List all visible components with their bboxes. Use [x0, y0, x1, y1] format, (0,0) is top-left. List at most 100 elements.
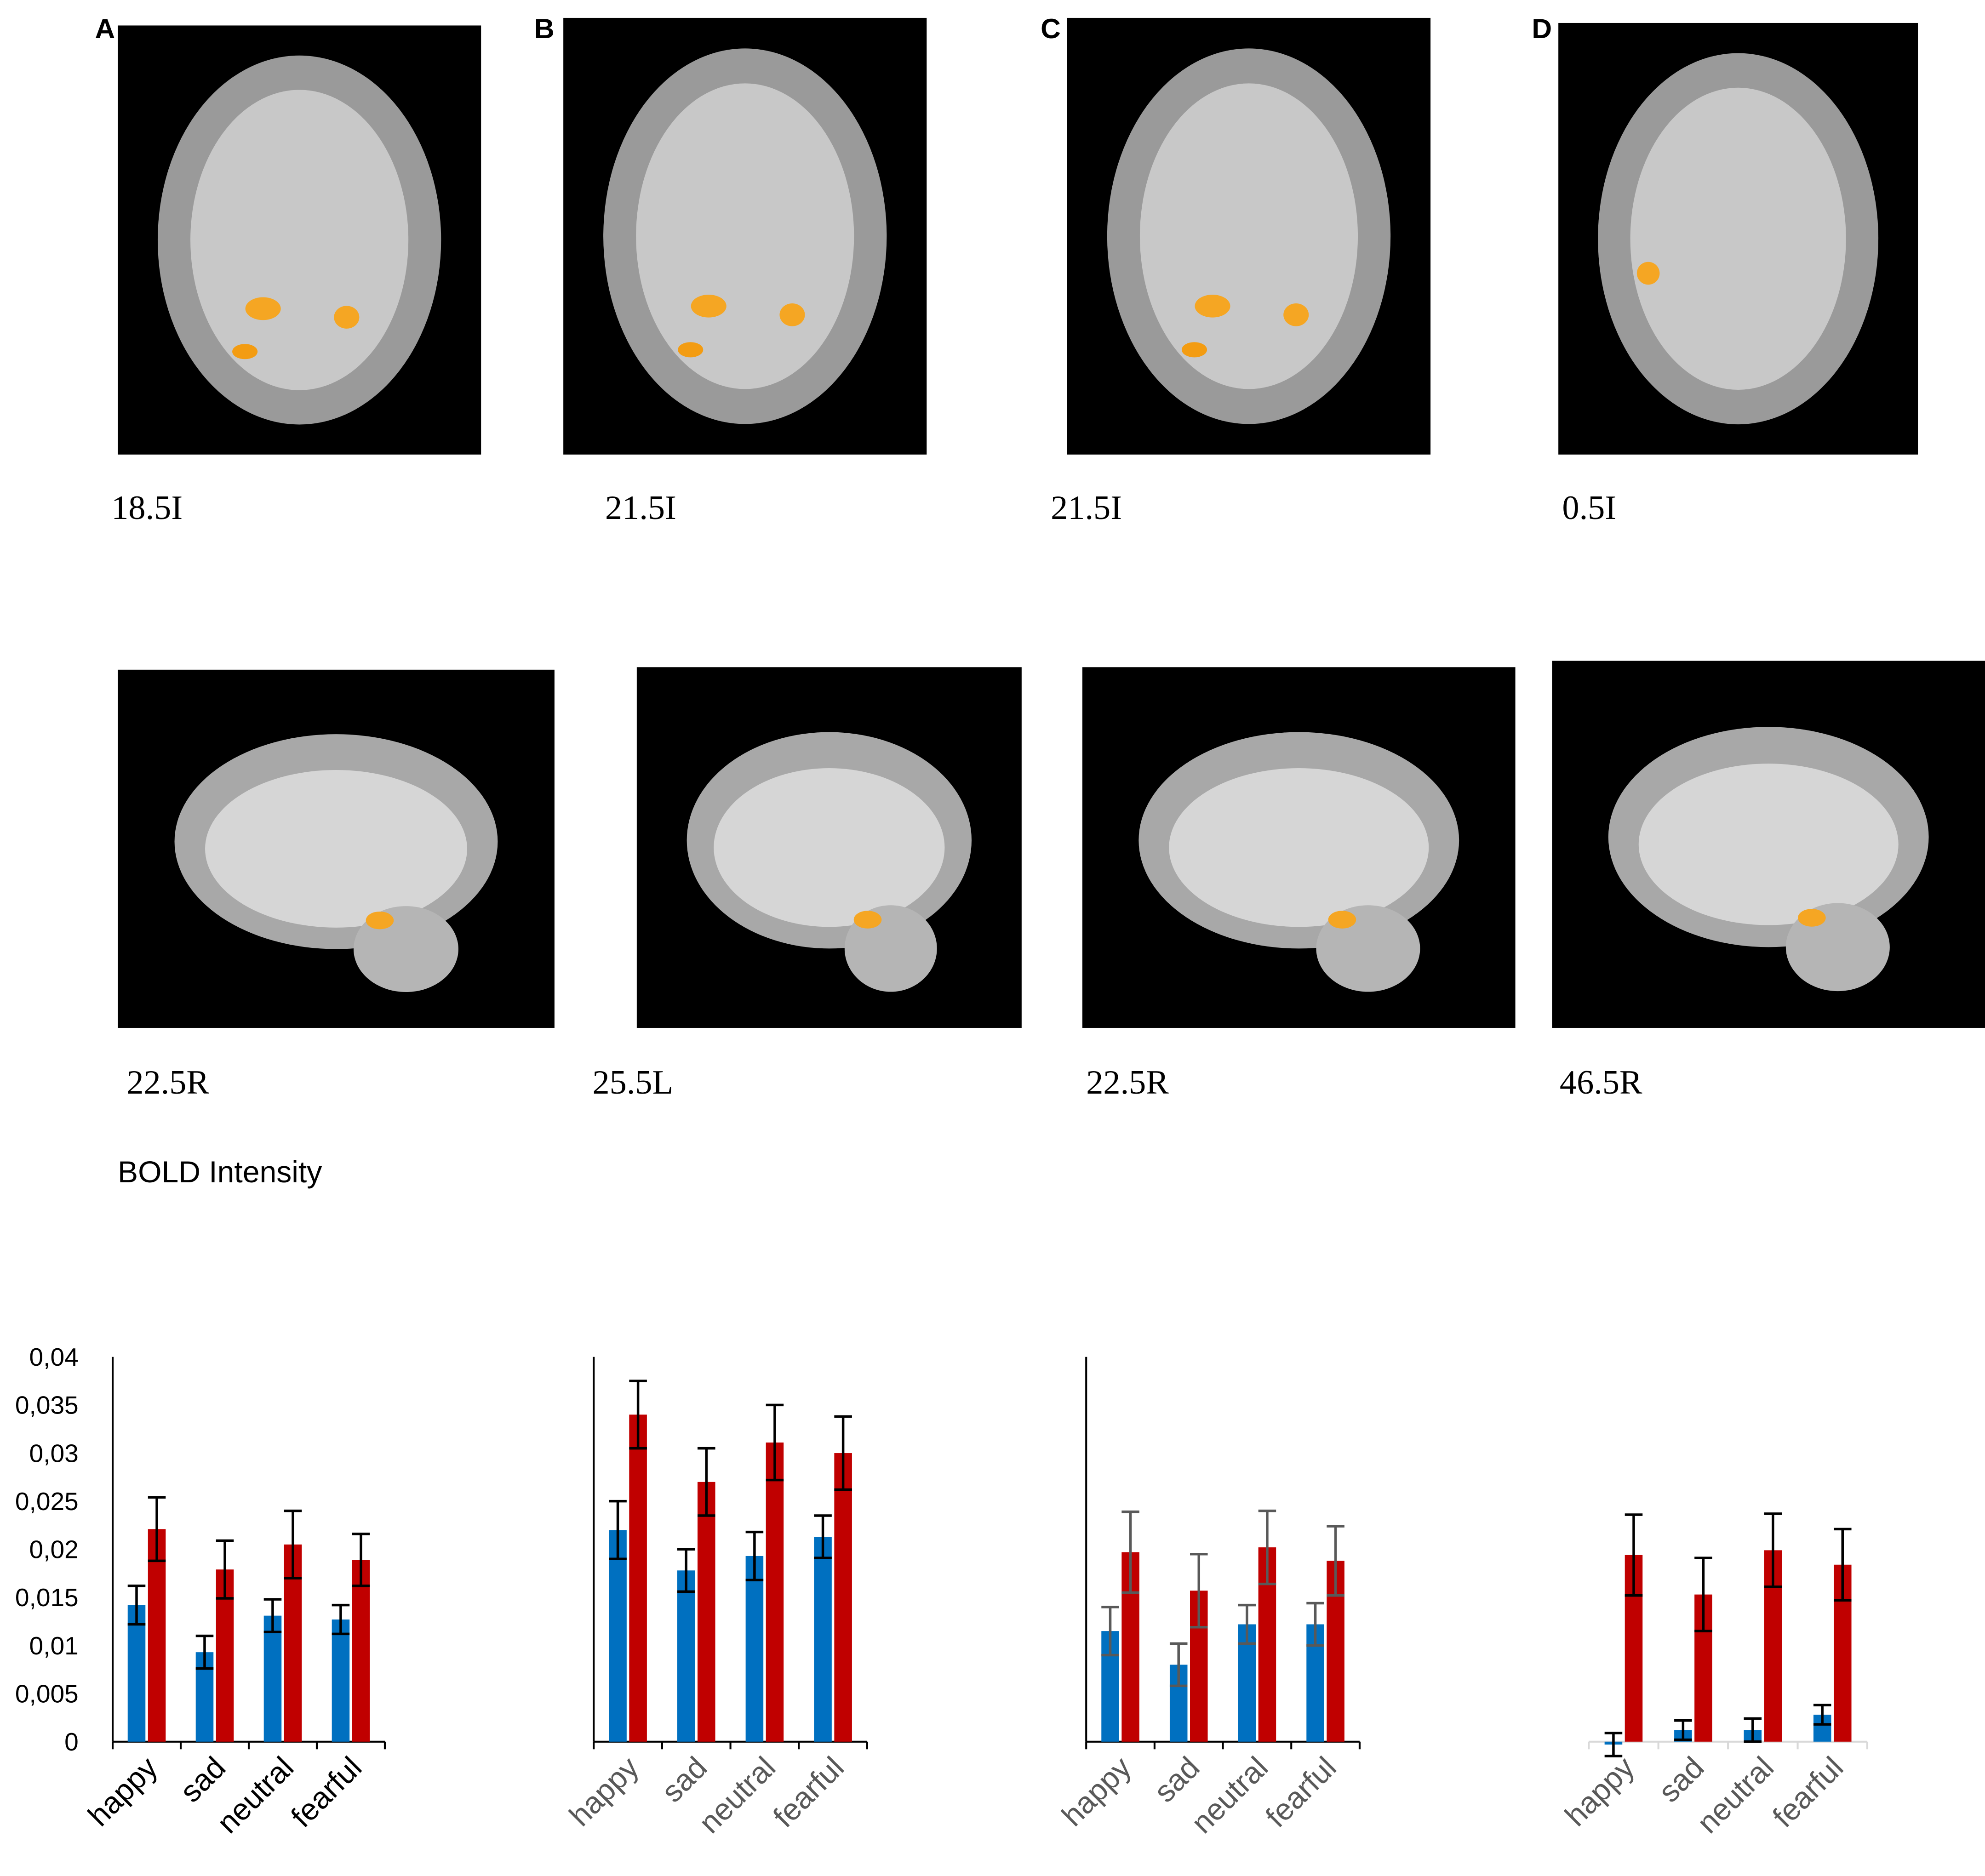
error-bar: [1694, 1557, 1712, 1632]
y-tick-label: 0,02: [29, 1535, 79, 1564]
activation: [1283, 303, 1309, 326]
bar: [698, 1482, 715, 1742]
bar: [352, 1560, 370, 1742]
error-bar: [766, 1403, 784, 1482]
activation: [245, 297, 281, 320]
panel-label: C: [1041, 13, 1061, 44]
error-bar: [127, 1585, 146, 1626]
x-tick-label: sad: [655, 1751, 714, 1809]
error-bar: [745, 1530, 764, 1582]
slice-caption: 46.5R: [1560, 1064, 1642, 1101]
error-bar: [284, 1509, 302, 1579]
brain-images: [118, 17, 1985, 1028]
bar: [814, 1537, 832, 1742]
activation: [232, 344, 258, 359]
error-bar: [216, 1539, 234, 1600]
activation: [1181, 342, 1207, 358]
bar: [609, 1530, 627, 1742]
slice-caption: 25.5L: [592, 1064, 673, 1101]
y-tick-label: 0,04: [29, 1343, 79, 1371]
bar: [766, 1443, 784, 1742]
error-bar: [834, 1415, 852, 1491]
activation: [1798, 909, 1826, 927]
x-tick-label: sad: [1148, 1751, 1207, 1809]
x-tick-label: fearful: [285, 1751, 368, 1834]
brain-shape: [1638, 764, 1899, 925]
error-bar: [677, 1548, 695, 1593]
activation: [779, 303, 805, 326]
activation: [334, 306, 360, 329]
brain-shape: [636, 83, 854, 389]
x-tick-label: fearful: [1259, 1751, 1343, 1834]
error-bar: [148, 1496, 166, 1562]
y-tick-label: 0,035: [15, 1391, 79, 1420]
x-tick-label: happy: [1055, 1751, 1138, 1833]
error-bar: [1121, 1510, 1139, 1594]
bar: [834, 1453, 852, 1742]
error-bar: [1833, 1528, 1852, 1602]
error-bar: [698, 1447, 715, 1517]
error-bar: [1190, 1552, 1208, 1629]
activation: [1636, 262, 1660, 285]
x-tick-label: happy: [1558, 1751, 1641, 1833]
error-bar: [609, 1500, 627, 1560]
x-tick-label: fearful: [767, 1751, 851, 1834]
bar: [332, 1619, 350, 1742]
error-bar: [1625, 1513, 1643, 1597]
error-bar: [1813, 1704, 1831, 1726]
error-bar: [1744, 1717, 1762, 1743]
brain-shape: [1139, 83, 1358, 389]
x-tick-label: happy: [82, 1751, 165, 1833]
y-tick-label: 0: [64, 1728, 79, 1756]
y-tick-label: 0,025: [15, 1487, 79, 1516]
activation: [678, 342, 704, 358]
x-tick-label: happy: [563, 1751, 646, 1833]
error-bar: [1674, 1719, 1692, 1741]
error-bar: [1604, 1732, 1623, 1757]
bar: [629, 1414, 647, 1742]
bar: [677, 1570, 695, 1742]
error-bar: [1101, 1606, 1119, 1657]
error-bar: [1327, 1525, 1344, 1597]
y-tick-label: 0,005: [15, 1679, 79, 1708]
slice-caption: 18.5I: [111, 489, 183, 527]
error-bar: [1169, 1642, 1188, 1688]
bar: [263, 1615, 282, 1742]
y-tick-label: 0,015: [15, 1583, 79, 1612]
slice-caption: 22.5R: [1086, 1064, 1169, 1101]
activation: [853, 911, 882, 929]
x-tick-label: neutral: [692, 1751, 782, 1840]
error-bar: [1258, 1509, 1276, 1585]
bar: [148, 1529, 166, 1742]
bar: [127, 1605, 146, 1742]
activation: [366, 911, 394, 929]
slice-caption: 21.5I: [605, 489, 676, 527]
error-bar: [629, 1380, 647, 1450]
y-tick-label: 0,03: [29, 1439, 79, 1467]
x-tick-label: fearful: [1766, 1751, 1850, 1834]
y-axis-title: BOLD Intensity: [118, 1155, 322, 1189]
panel-label: A: [95, 13, 115, 44]
error-bar: [195, 1634, 214, 1670]
brain-shape: [714, 768, 945, 927]
slice-caption: 0.5I: [1562, 489, 1616, 527]
activation: [1328, 911, 1356, 929]
x-tick-label: neutral: [1691, 1751, 1780, 1840]
x-tick-label: neutral: [211, 1751, 300, 1840]
error-bar: [332, 1603, 350, 1636]
bar: [745, 1556, 764, 1742]
error-bar: [352, 1533, 370, 1587]
brain-shape: [1169, 768, 1429, 927]
brain-shape: [190, 90, 409, 390]
error-bar: [1238, 1603, 1256, 1645]
panel-label: D: [1532, 13, 1552, 44]
error-bar: [1764, 1512, 1782, 1588]
activation: [691, 295, 726, 318]
x-tick-label: neutral: [1185, 1751, 1275, 1840]
brain-shape: [1630, 87, 1846, 390]
error-bar: [1306, 1602, 1324, 1647]
activation: [1195, 295, 1230, 318]
brain-shape: [205, 770, 467, 928]
slice-caption: 21.5I: [1051, 489, 1122, 527]
